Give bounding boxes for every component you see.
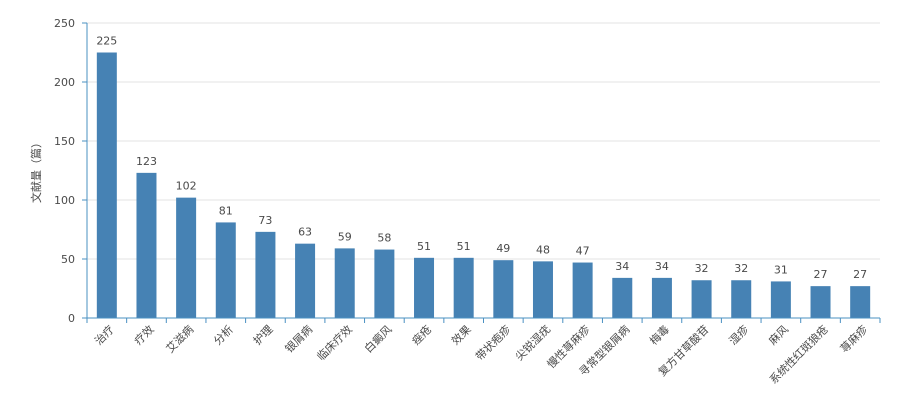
x-category-label: 艾滋病: [163, 322, 196, 355]
bar-value-label: 51: [417, 240, 431, 253]
bar[interactable]: [770, 281, 791, 318]
bar[interactable]: [572, 262, 593, 318]
x-category-label: 治疗: [91, 322, 116, 347]
bar[interactable]: [295, 243, 316, 318]
x-category-label: 临床疗效: [314, 322, 355, 363]
bar-value-label: 27: [853, 268, 867, 281]
bar[interactable]: [651, 277, 672, 318]
bar-value-label: 34: [615, 260, 629, 273]
bar[interactable]: [453, 257, 474, 318]
y-tick-label: 250: [54, 17, 75, 30]
bar[interactable]: [532, 261, 553, 318]
bar-value-label: 32: [695, 262, 709, 275]
x-category-label: 痤疮: [409, 322, 434, 347]
gridlines: [87, 22, 880, 260]
x-category-label: 分析: [210, 322, 235, 347]
bar[interactable]: [334, 248, 355, 318]
bar-value-label: 48: [536, 243, 550, 256]
bar[interactable]: [810, 286, 831, 318]
bar[interactable]: [612, 277, 633, 318]
bars: [96, 52, 871, 319]
bar-value-label: 31: [774, 263, 788, 276]
bar-value-label: 32: [734, 262, 748, 275]
y-tick-label: 100: [54, 194, 75, 207]
bar-value-label: 59: [338, 230, 352, 243]
bar[interactable]: [374, 249, 395, 318]
x-category-label: 银屑病: [282, 322, 315, 355]
x-category-label: 尖锐湿疣: [512, 322, 553, 363]
bar-value-label: 49: [496, 242, 510, 255]
bar-value-label: 102: [176, 180, 197, 193]
x-category-label: 荨麻疹: [837, 322, 870, 355]
y-tick-label: 200: [54, 76, 75, 89]
bar[interactable]: [850, 286, 871, 318]
bar-value-label: 58: [377, 232, 391, 245]
y-axis-title: 文献量（篇）: [29, 137, 43, 203]
x-category-label: 疗效: [131, 322, 156, 347]
x-category-label: 湿疹: [726, 322, 751, 347]
bar[interactable]: [731, 280, 752, 318]
bar-value-label: 225: [96, 35, 117, 48]
bar[interactable]: [215, 222, 236, 318]
y-tick-label: 0: [68, 312, 75, 325]
x-category-label: 护理: [250, 322, 275, 347]
bar[interactable]: [493, 260, 514, 318]
bar-value-label: 51: [457, 240, 471, 253]
bar[interactable]: [176, 197, 197, 318]
bar[interactable]: [136, 172, 157, 318]
bar[interactable]: [691, 280, 712, 318]
x-category-label: 白癜风: [361, 322, 394, 355]
bar-value-label: 34: [655, 260, 669, 273]
bar-value-label: 123: [136, 155, 157, 168]
bar-value-label: 47: [576, 245, 590, 258]
bar-value-label: 81: [219, 204, 233, 217]
x-category-label: 麻风: [766, 322, 791, 347]
bar-value-label: 27: [814, 268, 828, 281]
y-tick-label: 50: [61, 253, 75, 266]
axes: [82, 22, 881, 323]
bar[interactable]: [96, 52, 117, 319]
bar-value-label: 73: [258, 214, 272, 227]
bar[interactable]: [414, 257, 435, 318]
y-tick-label: 150: [54, 135, 75, 148]
bar[interactable]: [255, 231, 276, 318]
x-category-label: 效果: [448, 322, 473, 347]
bar-value-label: 63: [298, 226, 312, 239]
x-category-label: 梅毒: [647, 322, 672, 347]
x-category-label: 带状疱疹: [472, 322, 513, 363]
